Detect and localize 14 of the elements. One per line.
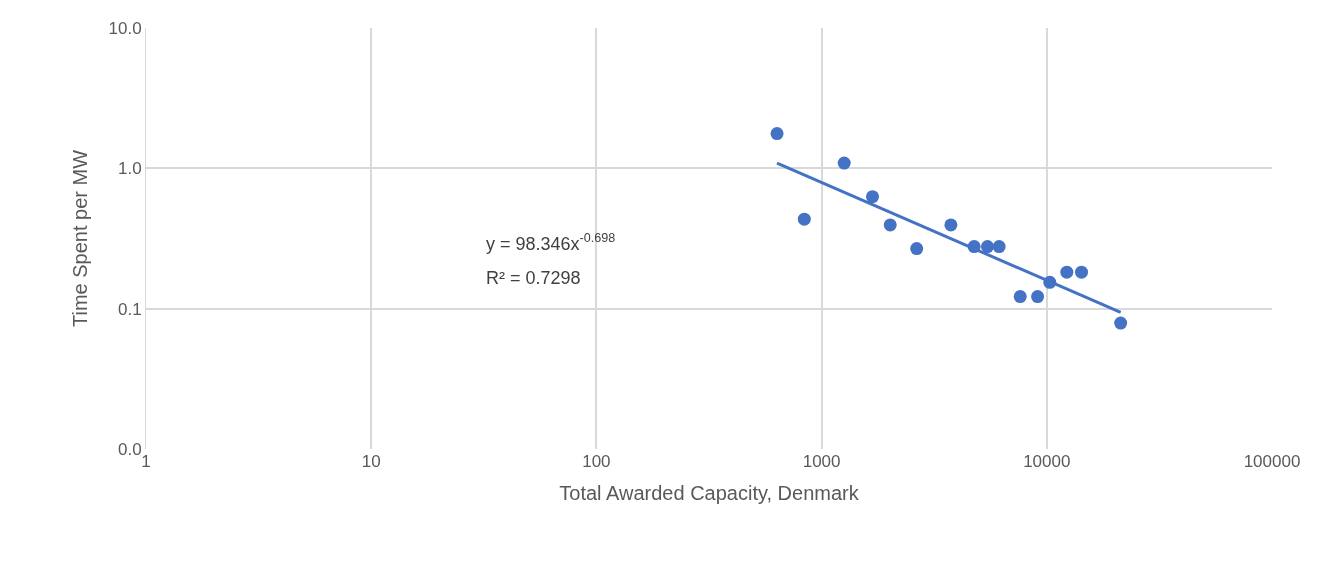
x-tick-label: 10000 bbox=[1023, 452, 1071, 471]
y-tick-label: 1.0 bbox=[117, 159, 142, 179]
x-tick-label: 10 bbox=[361, 452, 381, 471]
y-axis-title: Time Spent per MW bbox=[69, 149, 92, 328]
x-tick-label: 1 bbox=[141, 452, 151, 471]
x-axis-title: Total Awarded Capacity, Denmark bbox=[559, 481, 860, 504]
y-tick-label: 0.1 bbox=[117, 299, 142, 319]
annotation: y = 98.346x$^{-0.698}$ bbox=[486, 231, 616, 254]
x-tick-label: 1000 bbox=[802, 452, 841, 471]
x-tick-label: 100 bbox=[582, 452, 611, 471]
y-tick-label: 0.0 bbox=[117, 439, 142, 459]
y-tick-label: 10.0 bbox=[108, 18, 142, 38]
annotation: R² = 0.7298 bbox=[486, 268, 581, 288]
x-tick-label: 100000 bbox=[1243, 452, 1301, 471]
